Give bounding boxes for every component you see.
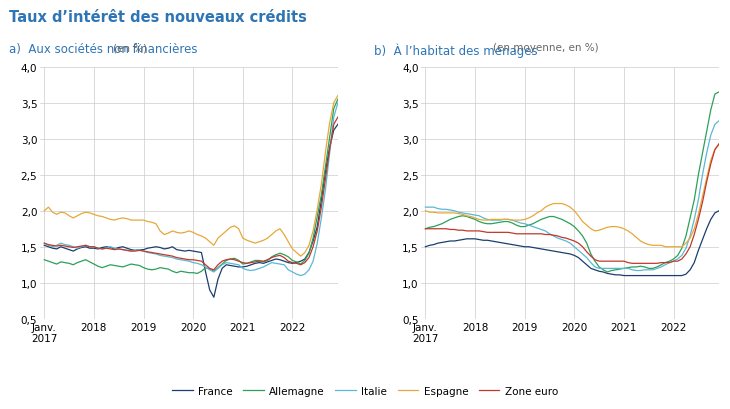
Zone euro [40,241,49,246]
Allemagne [139,265,148,270]
Zone euro [242,261,251,266]
Line: Zone euro: Zone euro [45,118,338,270]
France [242,264,251,269]
Zone euro [334,115,342,120]
Line: Italie: Italie [45,103,338,276]
Allemagne [334,97,342,102]
France [139,247,148,252]
Text: b)  À l’habitat des ménages: b) À l’habitat des ménages [374,43,537,57]
Text: Taux d’intérêt des nouveaux crédits: Taux d’intérêt des nouveaux crédits [9,10,307,25]
France [230,264,239,269]
Italie [239,266,247,271]
Line: France: France [45,125,338,297]
France [81,245,90,249]
Allemagne [242,261,251,266]
Zone euro [81,243,90,248]
Zone euro [110,247,119,252]
Allemagne [210,269,218,274]
Italie [40,241,49,246]
Espagne [334,94,342,99]
Espagne [226,225,235,230]
Italie [226,261,235,266]
Espagne [239,236,247,241]
Espagne [205,240,214,245]
Zone euro [230,258,239,263]
Italie [334,101,342,106]
Italie [296,274,305,279]
Espagne [139,218,148,223]
Espagne [40,209,49,213]
Italie [81,243,90,248]
Allemagne [40,258,49,263]
France [40,243,49,248]
Line: Espagne: Espagne [45,96,338,256]
Text: (en %): (en %) [113,43,147,53]
France [334,123,342,128]
Legend: France, Allemagne, Italie, Espagne, Zone euro: France, Allemagne, Italie, Espagne, Zone… [168,382,562,400]
Allemagne [230,256,239,261]
Italie [205,268,214,273]
Italie [139,249,148,254]
Line: Allemagne: Allemagne [45,100,338,274]
Zone euro [139,249,148,254]
France [205,288,214,293]
Text: a)  Aux sociétés non financières: a) Aux sociétés non financières [9,43,197,56]
Zone euro [210,268,218,273]
Zone euro [205,266,214,271]
Espagne [81,210,90,215]
Text: (en moyenne, en %): (en moyenne, en %) [493,43,599,53]
France [210,295,218,300]
Espagne [110,218,119,223]
Allemagne [81,258,90,263]
Allemagne [193,271,201,276]
Espagne [296,254,305,259]
France [110,247,119,252]
Italie [110,246,119,251]
Allemagne [110,263,119,268]
